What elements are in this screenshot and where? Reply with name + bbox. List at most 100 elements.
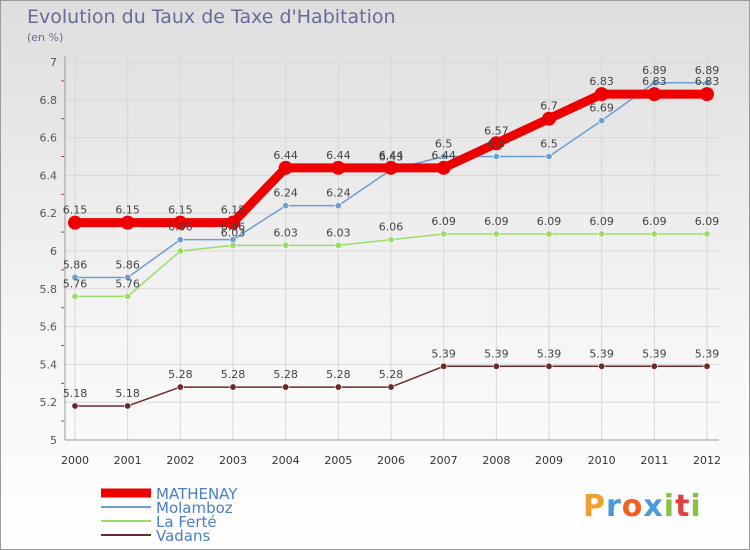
data-label: 6.15 — [221, 204, 246, 217]
x-tick-label: 2000 — [61, 454, 89, 467]
data-label: 6.24 — [326, 187, 351, 200]
data-label: 6.09 — [642, 215, 667, 228]
data-point — [229, 236, 237, 244]
unit-label: (en %) — [27, 31, 64, 44]
data-label: 5.76 — [115, 277, 140, 290]
data-label: 6.06 — [379, 221, 404, 234]
data-point — [124, 402, 132, 410]
data-point — [436, 160, 451, 175]
data-point — [71, 273, 79, 281]
data-label: 6.57 — [484, 124, 509, 137]
logo-letter: i — [690, 489, 702, 524]
x-tick-label: 2001 — [114, 454, 142, 467]
data-label: 5.39 — [695, 347, 720, 360]
data-point — [334, 202, 342, 210]
data-label: 6.15 — [115, 204, 140, 217]
data-point — [700, 87, 714, 102]
legend-label: Vadans — [156, 527, 211, 545]
data-point — [598, 362, 606, 370]
data-label: 5.39 — [484, 347, 509, 360]
x-tick-label: 2008 — [482, 454, 510, 467]
data-point — [492, 362, 500, 370]
data-point — [545, 362, 553, 370]
data-point — [68, 215, 82, 230]
data-label: 6.03 — [273, 226, 298, 239]
data-point — [647, 87, 662, 102]
data-label: 6.69 — [589, 102, 614, 115]
data-point — [545, 230, 553, 238]
data-point — [650, 362, 658, 370]
y-tick-label: 5 — [50, 434, 57, 447]
legend-label: MATHENAY — [156, 485, 238, 503]
data-label: 6.43 — [379, 151, 404, 164]
data-point — [334, 241, 342, 249]
data-label: 5.39 — [642, 347, 667, 360]
data-point — [650, 230, 658, 238]
data-point — [120, 215, 135, 230]
data-point — [440, 153, 448, 161]
data-label: 6.44 — [273, 149, 298, 162]
data-label: 5.18 — [115, 387, 140, 400]
data-point — [173, 215, 188, 230]
data-point — [489, 136, 504, 151]
data-label: 5.18 — [63, 387, 88, 400]
data-label: 6.09 — [695, 215, 720, 228]
data-label: 6.09 — [589, 215, 614, 228]
logo-letter: t — [675, 489, 691, 524]
data-point — [440, 230, 448, 238]
x-tick-label: 2010 — [588, 454, 616, 467]
data-point — [594, 87, 609, 102]
data-label: 5.86 — [115, 258, 140, 271]
data-point — [703, 230, 711, 238]
data-point — [282, 383, 290, 391]
x-tick-label: 2004 — [272, 454, 300, 467]
y-tick-label: 6 — [50, 245, 57, 258]
data-label: 5.28 — [168, 368, 193, 381]
y-tick-label: 5.8 — [40, 283, 58, 296]
data-label: 5.39 — [537, 347, 562, 360]
x-tick-label: 2007 — [430, 454, 458, 467]
y-tick-label: 6.6 — [40, 132, 58, 145]
data-point — [331, 160, 346, 175]
data-label: 6.44 — [379, 149, 404, 162]
data-point — [229, 383, 237, 391]
x-tick-label: 2009 — [535, 454, 563, 467]
x-tick-label: 2002 — [166, 454, 194, 467]
proxiti-logo: Proxiti — [583, 489, 702, 524]
data-label: 6.44 — [326, 149, 351, 162]
data-label: 6.5 — [540, 138, 558, 151]
data-point — [71, 292, 79, 300]
data-label: 6.7 — [540, 100, 558, 113]
data-point — [176, 383, 184, 391]
data-label: 6.89 — [695, 64, 720, 77]
data-point — [226, 215, 240, 230]
data-label: 6.24 — [273, 187, 298, 200]
y-tick-label: 7 — [50, 56, 57, 69]
legend-label: La Ferté — [156, 513, 217, 531]
data-label: 5.28 — [273, 368, 298, 381]
chart-title: Evolution du Taux de Taxe d'Habitation — [27, 6, 396, 28]
y-tick-label: 6.4 — [40, 169, 58, 182]
data-point — [334, 383, 342, 391]
x-tick-label: 2006 — [377, 454, 405, 467]
data-label: 5.86 — [63, 258, 88, 271]
data-point — [176, 236, 184, 244]
data-point — [598, 117, 606, 125]
data-point — [124, 292, 132, 300]
logo-letter: o — [621, 489, 644, 524]
logo-letter: P — [583, 489, 606, 524]
data-point — [278, 160, 293, 175]
y-tick-label: 6.8 — [40, 94, 58, 107]
y-tick-label: 5.4 — [40, 358, 58, 371]
data-label: 5.28 — [221, 368, 246, 381]
plot-area — [65, 56, 719, 440]
data-label: 6.06 — [221, 221, 246, 234]
data-label: 6.44 — [431, 149, 456, 162]
data-label: 6.83 — [695, 75, 720, 88]
data-label: 5.28 — [379, 368, 404, 381]
data-point — [440, 362, 448, 370]
logo-letter: i — [663, 489, 676, 524]
data-label: 6.09 — [431, 215, 456, 228]
data-point — [176, 247, 184, 255]
